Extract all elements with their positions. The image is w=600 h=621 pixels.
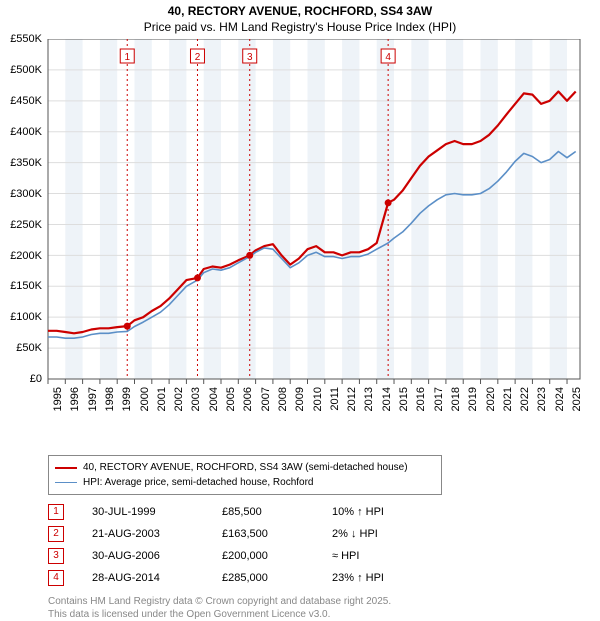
tx-marker-badge: 1 bbox=[48, 504, 64, 520]
x-axis-label: 2021 bbox=[502, 387, 514, 411]
tx-marker-badge: 3 bbox=[48, 548, 64, 564]
x-axis-label: 2020 bbox=[485, 387, 497, 411]
x-axis-label: 2009 bbox=[294, 387, 306, 411]
tx-date: 30-AUG-2006 bbox=[92, 550, 222, 562]
table-row: 1 30-JUL-1999 £85,500 10% ↑ HPI bbox=[48, 501, 600, 523]
x-axis-label: 2015 bbox=[398, 387, 410, 411]
tx-price: £85,500 bbox=[222, 506, 332, 518]
tx-marker-badge: 4 bbox=[48, 570, 64, 586]
x-axis-label: 2024 bbox=[554, 387, 566, 411]
x-axis-label: 2013 bbox=[363, 387, 375, 411]
x-axis-label: 2018 bbox=[450, 387, 462, 411]
legend-swatch bbox=[55, 467, 77, 469]
x-axis-label: 1997 bbox=[87, 387, 99, 411]
tx-price: £200,000 bbox=[222, 550, 332, 562]
x-axis-label: 2001 bbox=[156, 387, 168, 411]
y-axis-label: £450K bbox=[0, 95, 42, 107]
footnote-line: This data is licensed under the Open Gov… bbox=[48, 608, 600, 621]
x-axis-label: 2022 bbox=[519, 387, 531, 411]
y-axis-label: £200K bbox=[0, 250, 42, 262]
y-axis-label: £350K bbox=[0, 157, 42, 169]
svg-text:4: 4 bbox=[385, 52, 391, 63]
y-axis-label: £300K bbox=[0, 188, 42, 200]
y-axis-label: £550K bbox=[0, 33, 42, 45]
legend: 40, RECTORY AVENUE, ROCHFORD, SS4 3AW (s… bbox=[48, 455, 442, 495]
legend-label: HPI: Average price, semi-detached house,… bbox=[83, 475, 314, 490]
y-axis-label: £50K bbox=[0, 342, 42, 354]
x-axis-label: 2000 bbox=[139, 387, 151, 411]
x-axis-label: 2016 bbox=[415, 387, 427, 411]
legend-swatch bbox=[55, 482, 77, 483]
x-axis-label: 2003 bbox=[190, 387, 202, 411]
legend-label: 40, RECTORY AVENUE, ROCHFORD, SS4 3AW (s… bbox=[83, 460, 408, 475]
x-axis-label: 2005 bbox=[225, 387, 237, 411]
tx-date: 21-AUG-2003 bbox=[92, 528, 222, 540]
x-axis-label: 2006 bbox=[242, 387, 254, 411]
x-axis-label: 2014 bbox=[381, 387, 393, 411]
x-axis-label: 2012 bbox=[346, 387, 358, 411]
y-axis-label: £100K bbox=[0, 311, 42, 323]
svg-text:3: 3 bbox=[247, 52, 253, 63]
x-axis-label: 2011 bbox=[329, 387, 341, 411]
legend-item: 40, RECTORY AVENUE, ROCHFORD, SS4 3AW (s… bbox=[55, 460, 435, 475]
chart-svg: 1 2 3 4 bbox=[0, 39, 600, 419]
tx-diff: ≈ HPI bbox=[332, 550, 359, 562]
x-axis-label: 1998 bbox=[104, 387, 116, 411]
tx-diff: 23% ↑ HPI bbox=[332, 572, 384, 584]
y-axis-label: £250K bbox=[0, 219, 42, 231]
table-row: 2 21-AUG-2003 £163,500 2% ↓ HPI bbox=[48, 523, 600, 545]
chart-plot-area: 1 2 3 4 £0 £50K £100K £150K £200K £250K £300K £350… bbox=[0, 39, 600, 419]
tx-price: £285,000 bbox=[222, 572, 332, 584]
x-axis-label: 2007 bbox=[260, 387, 272, 411]
legend-item: HPI: Average price, semi-detached house,… bbox=[55, 475, 435, 490]
x-axis-label: 2025 bbox=[571, 387, 583, 411]
y-axis-label: £0 bbox=[0, 373, 42, 385]
table-row: 4 28-AUG-2014 £285,000 23% ↑ HPI bbox=[48, 567, 600, 589]
transaction-table: 1 30-JUL-1999 £85,500 10% ↑ HPI 2 21-AUG… bbox=[48, 501, 600, 589]
table-row: 3 30-AUG-2006 £200,000 ≈ HPI bbox=[48, 545, 600, 567]
tx-marker-badge: 2 bbox=[48, 526, 64, 542]
x-axis-label: 2004 bbox=[208, 387, 220, 411]
x-axis-label: 2019 bbox=[467, 387, 479, 411]
x-axis-label: 2010 bbox=[312, 387, 324, 411]
tx-price: £163,500 bbox=[222, 528, 332, 540]
chart-title: 40, RECTORY AVENUE, ROCHFORD, SS4 3AW bbox=[0, 4, 600, 20]
tx-date: 28-AUG-2014 bbox=[92, 572, 222, 584]
svg-text:1: 1 bbox=[124, 52, 130, 63]
y-axis-label: £500K bbox=[0, 64, 42, 76]
tx-date: 30-JUL-1999 bbox=[92, 506, 222, 518]
x-axis-label: 1999 bbox=[121, 387, 133, 411]
y-axis-label: £400K bbox=[0, 126, 42, 138]
x-axis-label: 2002 bbox=[173, 387, 185, 411]
x-axis-label: 2017 bbox=[433, 387, 445, 411]
tx-diff: 10% ↑ HPI bbox=[332, 506, 384, 518]
y-axis-label: £150K bbox=[0, 280, 42, 292]
footnote: Contains HM Land Registry data © Crown c… bbox=[48, 595, 600, 621]
tx-diff: 2% ↓ HPI bbox=[332, 528, 378, 540]
footnote-line: Contains HM Land Registry data © Crown c… bbox=[48, 595, 600, 608]
x-axis-label: 2008 bbox=[277, 387, 289, 411]
chart-subtitle: Price paid vs. HM Land Registry's House … bbox=[0, 20, 600, 36]
svg-text:2: 2 bbox=[195, 52, 201, 63]
x-axis-label: 1996 bbox=[69, 387, 81, 411]
x-axis-label: 2023 bbox=[536, 387, 548, 411]
chart-container: 40, RECTORY AVENUE, ROCHFORD, SS4 3AW Pr… bbox=[0, 0, 600, 620]
x-axis-label: 1995 bbox=[52, 387, 64, 411]
